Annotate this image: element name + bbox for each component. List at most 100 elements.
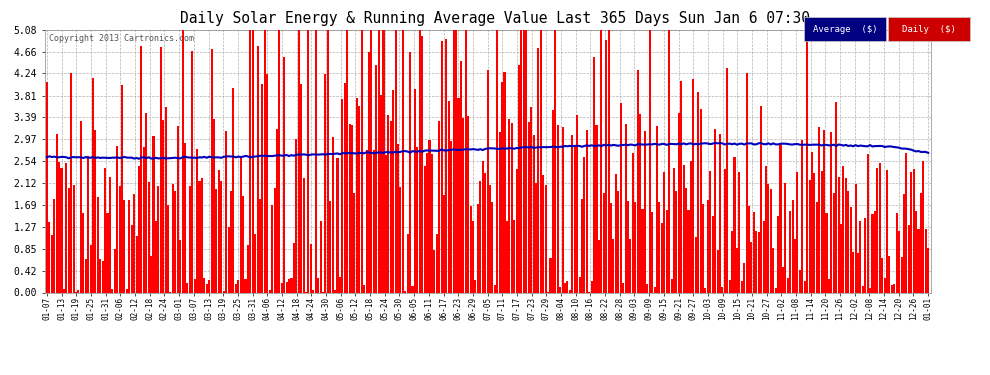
Bar xyxy=(741,280,742,292)
Bar xyxy=(181,30,183,292)
Bar xyxy=(903,194,905,292)
Bar xyxy=(796,172,799,292)
Bar xyxy=(750,242,752,292)
Bar xyxy=(407,234,409,292)
Bar xyxy=(600,30,602,292)
Bar xyxy=(794,239,796,292)
Bar xyxy=(124,200,126,292)
Bar xyxy=(355,98,357,292)
Bar xyxy=(65,163,67,292)
Bar xyxy=(109,177,111,292)
Bar xyxy=(896,213,898,292)
Bar xyxy=(789,211,791,292)
Bar xyxy=(915,210,917,292)
Bar xyxy=(705,288,707,292)
Bar xyxy=(462,118,464,292)
Bar xyxy=(325,74,327,292)
Bar xyxy=(831,132,833,292)
Bar xyxy=(472,221,474,292)
Bar xyxy=(434,250,436,292)
Bar xyxy=(918,229,920,292)
Bar xyxy=(581,199,583,292)
Bar xyxy=(804,281,806,292)
Bar xyxy=(743,262,745,292)
Bar xyxy=(373,150,375,292)
Bar xyxy=(727,68,729,292)
Bar xyxy=(460,61,462,292)
Bar xyxy=(370,30,372,292)
Bar xyxy=(162,120,164,292)
Bar xyxy=(288,279,290,292)
Bar xyxy=(230,191,232,292)
Bar xyxy=(866,154,868,292)
Bar xyxy=(928,248,930,292)
Bar xyxy=(888,256,890,292)
Bar xyxy=(150,256,152,292)
Bar xyxy=(332,136,334,292)
Bar xyxy=(709,171,712,292)
Bar xyxy=(351,125,353,292)
Bar xyxy=(119,186,121,292)
Bar xyxy=(346,30,348,292)
Bar xyxy=(419,30,421,292)
Bar xyxy=(925,229,927,292)
Bar xyxy=(513,220,515,292)
Bar xyxy=(871,214,873,292)
Bar xyxy=(450,141,452,292)
Bar xyxy=(377,30,379,292)
Bar xyxy=(554,30,556,292)
Bar xyxy=(543,175,545,292)
Bar xyxy=(152,136,154,292)
Bar xyxy=(464,30,467,292)
Bar xyxy=(821,171,823,292)
Bar xyxy=(174,191,176,292)
Bar xyxy=(849,207,851,292)
Bar xyxy=(683,165,685,292)
Bar xyxy=(504,72,506,292)
Bar xyxy=(441,41,443,292)
Bar xyxy=(836,102,838,292)
Bar xyxy=(382,30,384,292)
Bar xyxy=(245,279,247,292)
Bar xyxy=(240,156,242,292)
Bar xyxy=(402,30,404,292)
Bar xyxy=(97,198,99,292)
Bar xyxy=(685,188,687,292)
Bar xyxy=(283,57,285,292)
Bar xyxy=(673,168,675,292)
Bar xyxy=(809,180,811,292)
Bar xyxy=(327,30,329,292)
Bar xyxy=(644,131,645,292)
Bar xyxy=(431,154,433,292)
Bar xyxy=(620,103,622,292)
Bar xyxy=(774,288,777,292)
Bar xyxy=(271,206,273,292)
Bar xyxy=(772,249,774,292)
Bar xyxy=(238,280,240,292)
Bar xyxy=(556,125,558,292)
Bar xyxy=(211,49,213,292)
Bar xyxy=(893,284,895,292)
Bar xyxy=(801,140,803,292)
Bar xyxy=(266,74,268,292)
Bar xyxy=(651,212,653,292)
Bar xyxy=(295,139,297,292)
Bar xyxy=(544,185,546,292)
Bar xyxy=(474,280,476,292)
Bar xyxy=(452,30,454,292)
Bar xyxy=(172,184,174,292)
Bar xyxy=(859,221,861,292)
Bar xyxy=(523,30,525,292)
Bar xyxy=(141,46,143,292)
Bar xyxy=(501,82,503,292)
Bar xyxy=(53,199,55,292)
Bar xyxy=(169,291,171,292)
Bar xyxy=(116,146,118,292)
Bar xyxy=(646,284,648,292)
Bar xyxy=(692,79,694,292)
Bar xyxy=(799,270,801,292)
Bar xyxy=(77,290,79,292)
Bar xyxy=(752,212,755,292)
Bar xyxy=(397,144,399,292)
Bar xyxy=(380,96,382,292)
